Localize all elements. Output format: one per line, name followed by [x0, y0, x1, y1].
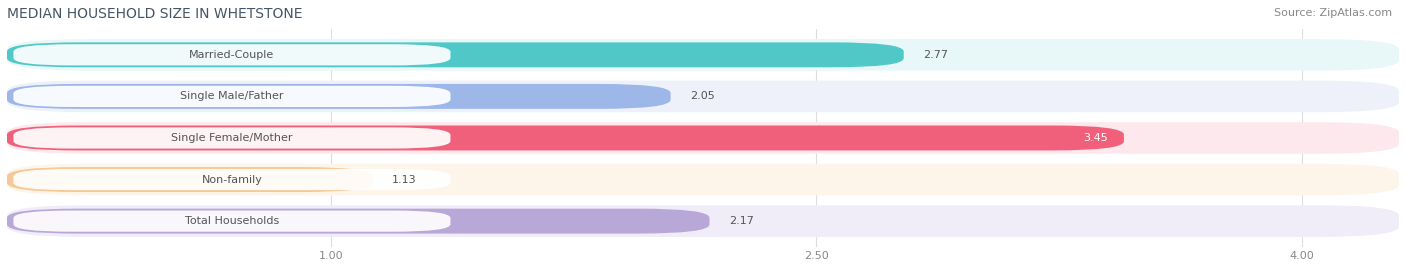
Text: 2.05: 2.05	[690, 91, 714, 101]
Text: MEDIAN HOUSEHOLD SIZE IN WHETSTONE: MEDIAN HOUSEHOLD SIZE IN WHETSTONE	[7, 7, 302, 21]
FancyBboxPatch shape	[7, 164, 1399, 195]
Text: Non-family: Non-family	[201, 174, 263, 185]
Text: 3.45: 3.45	[1083, 133, 1108, 143]
Text: 1.13: 1.13	[392, 174, 416, 185]
FancyBboxPatch shape	[7, 81, 1399, 112]
FancyBboxPatch shape	[14, 169, 450, 190]
Text: Source: ZipAtlas.com: Source: ZipAtlas.com	[1274, 8, 1392, 18]
FancyBboxPatch shape	[7, 125, 1123, 150]
FancyBboxPatch shape	[14, 44, 450, 65]
FancyBboxPatch shape	[7, 39, 1399, 71]
Text: 2.77: 2.77	[924, 50, 948, 60]
FancyBboxPatch shape	[14, 211, 450, 232]
Text: Total Households: Total Households	[184, 216, 278, 226]
FancyBboxPatch shape	[7, 42, 904, 67]
FancyBboxPatch shape	[7, 84, 671, 109]
FancyBboxPatch shape	[7, 122, 1399, 154]
FancyBboxPatch shape	[7, 209, 710, 234]
FancyBboxPatch shape	[7, 205, 1399, 237]
FancyBboxPatch shape	[14, 86, 450, 107]
FancyBboxPatch shape	[14, 127, 450, 148]
Text: Single Female/Mother: Single Female/Mother	[172, 133, 292, 143]
Text: Married-Couple: Married-Couple	[190, 50, 274, 60]
Text: 2.17: 2.17	[728, 216, 754, 226]
Text: Single Male/Father: Single Male/Father	[180, 91, 284, 101]
FancyBboxPatch shape	[7, 167, 373, 192]
